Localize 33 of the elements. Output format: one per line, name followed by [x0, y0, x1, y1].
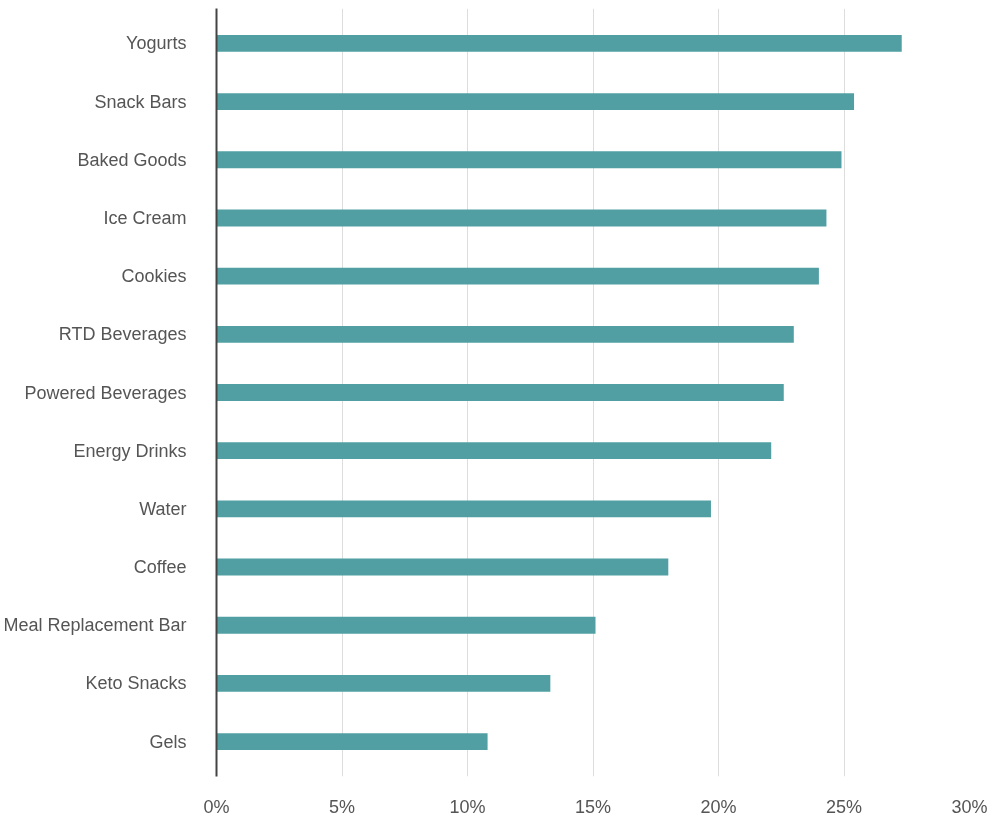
x-tick-label: 0% [203, 796, 230, 817]
bar [216, 209, 827, 227]
bar [216, 325, 794, 343]
bar [216, 384, 784, 401]
y-tick-label: Baked Goods [77, 149, 187, 170]
bar [216, 733, 488, 751]
y-tick-label: Yogurts [126, 33, 187, 54]
y-tick-label: Snack Bars [94, 91, 187, 112]
y-tick-label: Cookies [121, 266, 187, 287]
y-tick-label: Coffee [133, 557, 187, 578]
bar [216, 558, 669, 576]
bar [216, 442, 772, 460]
y-tick-label: Keto Snacks [85, 673, 187, 694]
x-tick-label: 20% [700, 796, 737, 817]
y-tick-label: Water [139, 498, 187, 519]
y-tick-label: Meal Replacement Bar [3, 615, 187, 636]
bar [216, 151, 842, 169]
x-tick-label: 5% [328, 796, 356, 817]
bar [216, 34, 902, 52]
y-tick-label: Powered Beverages [24, 382, 187, 403]
bar [216, 616, 596, 634]
bar [216, 500, 711, 518]
y-tick-label: Energy Drinks [73, 440, 187, 461]
x-tick-label: 25% [825, 796, 863, 817]
bar [216, 267, 819, 285]
x-tick-label: 10% [449, 796, 486, 817]
bar [216, 674, 551, 692]
y-tick-label: Gels [149, 731, 187, 752]
x-tick-label: 30% [951, 796, 988, 817]
bar [216, 93, 855, 111]
y-tick-label: RTD Beverages [58, 324, 187, 345]
y-tick-label: Ice Cream [103, 207, 187, 228]
x-tick-label: 15% [574, 796, 612, 817]
